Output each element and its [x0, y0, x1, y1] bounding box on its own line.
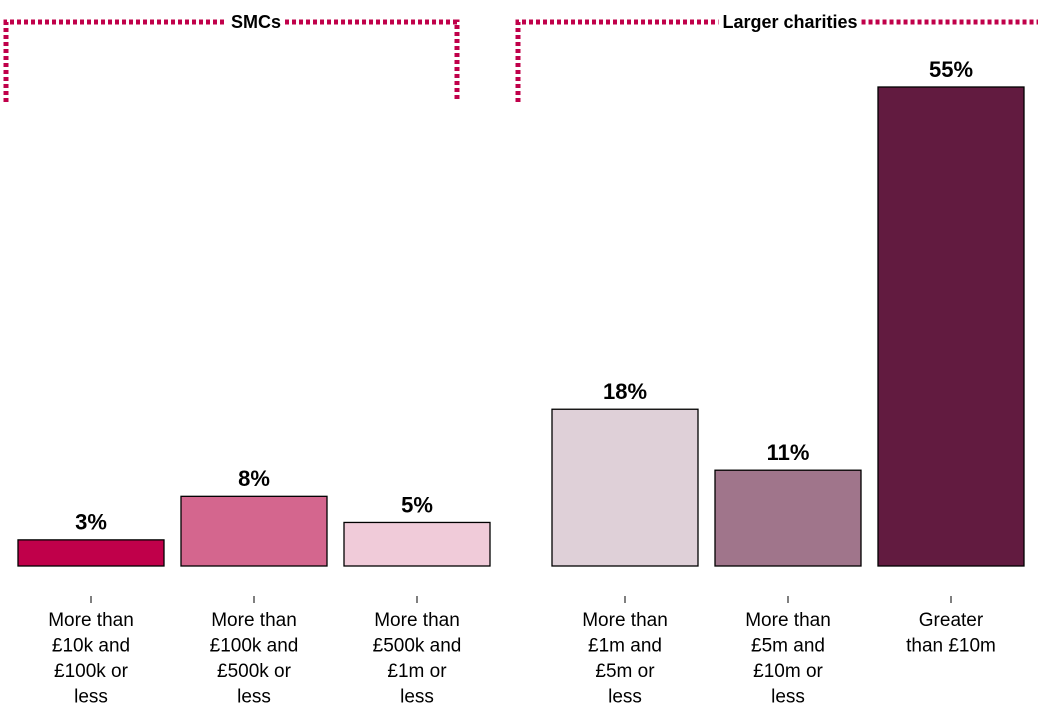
x-tick-label: £5m and [751, 636, 825, 657]
group-bracket [285, 19, 460, 102]
x-tick-label: less [237, 687, 271, 708]
value-label: 18% [603, 379, 647, 404]
value-label: 55% [929, 57, 973, 82]
group-label: SMCs [231, 12, 281, 32]
bar [714, 469, 862, 567]
x-tick-label: More than [374, 610, 460, 631]
x-tick-label: less [608, 687, 642, 708]
value-label: 3% [75, 510, 107, 535]
x-tick-label: £1m or [387, 661, 447, 682]
group-bracket [3, 19, 227, 102]
x-tick-label: More than [48, 610, 134, 631]
x-tick-label: £500k or [217, 661, 292, 682]
x-tick-label: less [771, 687, 805, 708]
x-tick-label: £10m or [753, 661, 823, 682]
value-label: 5% [401, 492, 433, 517]
bar [343, 521, 491, 567]
x-tick-label: £500k and [373, 636, 462, 657]
value-label: 11% [767, 440, 810, 465]
x-tick-label: More than [211, 610, 297, 631]
x-tick-label: than £10m [906, 636, 996, 657]
bar [877, 86, 1025, 567]
bar [17, 539, 165, 567]
x-tick-label: £1m and [588, 636, 662, 657]
x-tick-label: less [400, 687, 434, 708]
x-tick-label: Greater [919, 610, 984, 631]
bar [551, 408, 699, 567]
x-tick-label: £5m or [595, 661, 655, 682]
value-label: 8% [238, 466, 270, 491]
bar [180, 495, 328, 567]
x-tick-label: £10k and [52, 636, 130, 657]
x-tick-label: More than [745, 610, 831, 631]
x-tick-label: £100k or [54, 661, 129, 682]
x-tick-label: £100k and [210, 636, 299, 657]
x-tick-label: More than [582, 610, 668, 631]
group-bracket [515, 19, 719, 102]
group-label: Larger charities [722, 12, 857, 32]
x-tick-label: less [74, 687, 108, 708]
